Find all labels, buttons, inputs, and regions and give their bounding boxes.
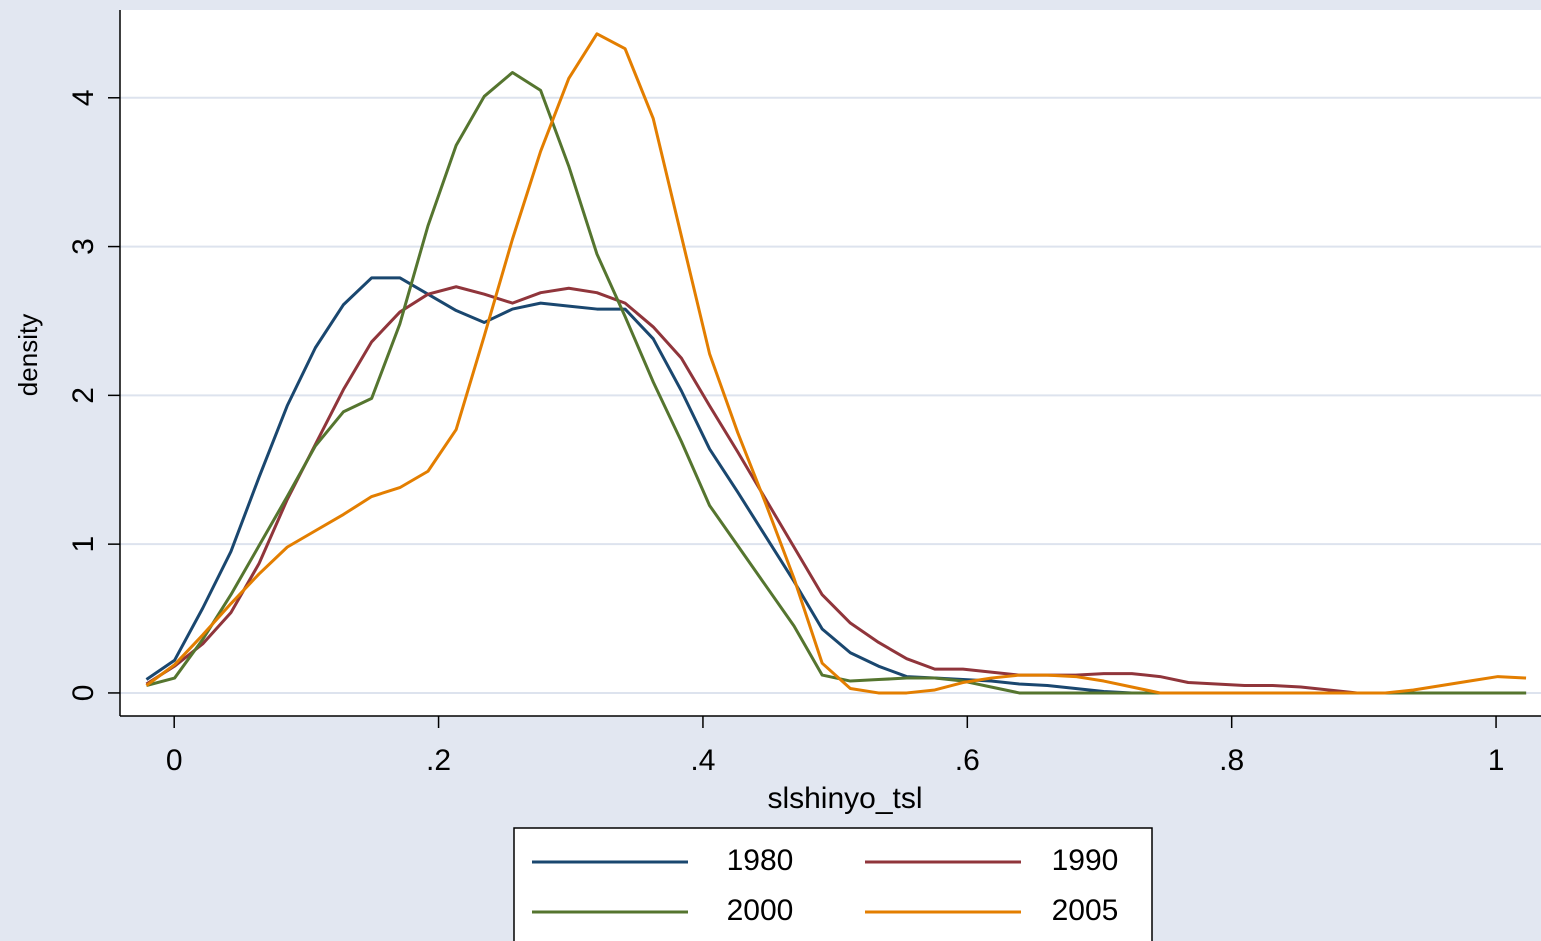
legend-label: 2000 <box>727 894 794 927</box>
x-tick-label: 1 <box>1488 744 1505 777</box>
y-axis-title: density <box>13 314 43 396</box>
legend-label: 1980 <box>727 844 794 877</box>
x-tick-label: .6 <box>955 744 980 777</box>
legend-box <box>513 827 1153 941</box>
plot-area <box>120 10 1541 716</box>
x-tick-label: 0 <box>166 744 183 777</box>
line-series <box>145 285 1527 695</box>
legend-label: 2005 <box>1052 894 1119 927</box>
x-axis-title: slshinyo_tsl <box>767 782 922 815</box>
y-tick-label: 0 <box>67 685 100 702</box>
legend-label: 1990 <box>1052 844 1119 877</box>
x-tick-label: .4 <box>690 744 715 777</box>
x-tick-label: .8 <box>1219 744 1244 777</box>
y-tick-label: 3 <box>67 238 100 255</box>
x-tick-label: .2 <box>426 744 451 777</box>
y-tick-label: 2 <box>67 387 100 404</box>
y-tick-label: 1 <box>67 536 100 553</box>
y-tick-label: 4 <box>67 89 100 106</box>
line-series <box>145 32 1527 695</box>
